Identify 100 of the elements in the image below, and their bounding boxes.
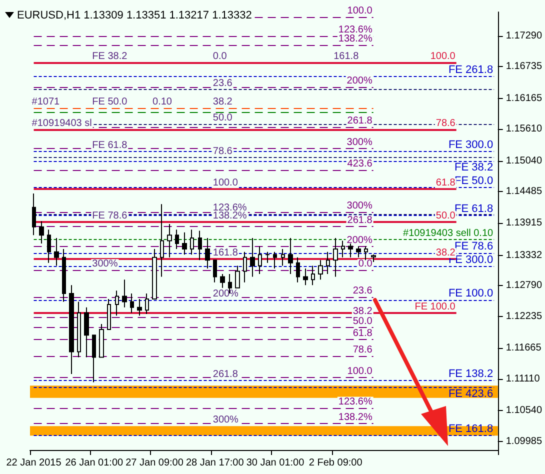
annotation: 300%: [92, 258, 118, 270]
annotation: 0.10: [152, 96, 172, 108]
annotation: 100.0: [347, 366, 373, 377]
candlestick: [62, 248, 66, 302]
annotation: 78.6: [212, 146, 233, 157]
y-tick-label: 1.12235: [506, 310, 542, 322]
annotation: FE 100.0: [414, 301, 456, 312]
annotation: 261.8: [347, 214, 373, 226]
x-tick-label: 30 Jan 01:00: [246, 458, 305, 468]
candlestick: [326, 251, 330, 275]
annotation: 61.8: [436, 178, 456, 189]
y-tick-label: 1.11110: [506, 373, 540, 384]
annotation: 61.8: [352, 328, 373, 340]
ref-line-label: FE 61.8: [454, 203, 494, 216]
candlestick: [175, 229, 179, 250]
y-tick-label: 1.09985: [506, 436, 542, 447]
y-tick-label: 1.15610: [506, 124, 542, 135]
candlestick: [213, 260, 217, 283]
y-tick-label: 1.10540: [506, 405, 542, 416]
candlestick: [39, 220, 44, 244]
candlestick: [32, 193, 36, 236]
candlestick: [220, 274, 225, 288]
annotation: 0.0: [358, 258, 373, 270]
annotation: 50.0: [352, 316, 373, 327]
candlestick: [288, 237, 293, 275]
ref-line-label: FE 78.6: [454, 240, 494, 252]
candlestick: [318, 260, 323, 280]
y-tick-label: 1.11665: [506, 342, 542, 354]
annotation: 261.8: [212, 369, 238, 380]
candlestick: [84, 306, 89, 358]
candlestick: [130, 292, 134, 314]
annotation: 300%: [346, 200, 372, 212]
annotation: #10919403 sl: [32, 118, 92, 130]
candlestick: [348, 242, 353, 258]
x-tick-label: 2 Feb 09:00: [308, 458, 363, 468]
y-tick-label: 1.13332: [506, 250, 542, 262]
candlestick: [333, 237, 338, 278]
candlestick: [303, 268, 308, 286]
y-tick-label: 1.14485: [506, 186, 542, 198]
candlestick: [258, 246, 262, 275]
annotation: 23.6: [352, 285, 373, 296]
annotation: 38.2: [212, 96, 233, 108]
x-tick-label: 28 Jan 17:00: [186, 458, 244, 468]
annotation: 23.6: [212, 78, 233, 90]
y-tick-label: 1.16735: [506, 61, 542, 72]
annotation: 50.0: [212, 112, 233, 124]
annotation: 200%: [346, 75, 372, 86]
candlestick: [273, 251, 277, 269]
annotation: #10919403 sell 0.10: [403, 228, 494, 240]
candlestick: [265, 251, 270, 264]
annotation: 100.0: [430, 51, 456, 62]
ref-line-label: FE 423.6: [448, 388, 494, 400]
candlestick: [99, 323, 104, 358]
ref-line-label: FE 138.2: [448, 368, 494, 380]
candlestick: [182, 232, 187, 256]
candlestick: [243, 251, 247, 283]
annotation: 200%: [212, 288, 239, 300]
annotation: 138.2%: [338, 412, 372, 423]
annotation: 300%: [212, 414, 239, 426]
x-tick-label: 26 Jan 01:00: [65, 458, 124, 468]
candlestick: [122, 279, 127, 308]
annotation: 423.6: [347, 158, 373, 170]
candlestick: [69, 284, 74, 374]
annotation: #1071: [32, 96, 60, 108]
y-tick-label: 1.16165: [506, 92, 542, 104]
annotation: 138.2%: [338, 33, 372, 44]
candlestick: [115, 290, 119, 316]
y-tick-label: 1.12790: [506, 280, 542, 292]
y-tick-label: 1.15040: [506, 155, 542, 166]
annotation: 300%: [346, 137, 372, 148]
candlestick: [198, 230, 202, 261]
x-tick-label: 27 Jan 09:00: [126, 458, 184, 468]
candlestick: [281, 248, 285, 266]
annotation: FE 50.0: [92, 96, 128, 108]
annotation: FE 61.8: [92, 140, 128, 151]
annotation: 0.0: [212, 51, 228, 62]
annotation: 78.6: [436, 118, 456, 130]
candlestick: [107, 298, 111, 330]
annotation: FE 38.2: [92, 51, 128, 62]
x-tick-label: 22 Jan 2015: [6, 458, 62, 468]
annotation: 78.6: [352, 344, 373, 356]
candlestick: [145, 292, 149, 314]
annotation: 161.8: [334, 51, 360, 62]
ref-line-label: FE 100.0: [448, 288, 494, 300]
ref-line-label: FE 261.8: [448, 64, 494, 76]
chart-title: EURUSD,H1 1.13309 1.13351 1.13217 1.13332: [17, 10, 252, 22]
annotation: 38.2: [352, 306, 373, 317]
candlestick: [137, 298, 142, 316]
candlestick: [160, 204, 164, 278]
candlestick: [167, 224, 172, 258]
candlestick: [152, 248, 157, 300]
annotation: 123.6%: [338, 396, 372, 408]
candlestick: [92, 334, 96, 383]
annotation: 123.6%: [338, 24, 372, 36]
candlestick: [250, 237, 255, 278]
ref-line-label: FE 38.2: [454, 161, 494, 174]
y-tick-label: 1.13915: [506, 218, 542, 229]
y-tick-label: 1.17290: [506, 30, 542, 42]
candlestick: [54, 237, 59, 266]
candlestick: [311, 265, 315, 286]
